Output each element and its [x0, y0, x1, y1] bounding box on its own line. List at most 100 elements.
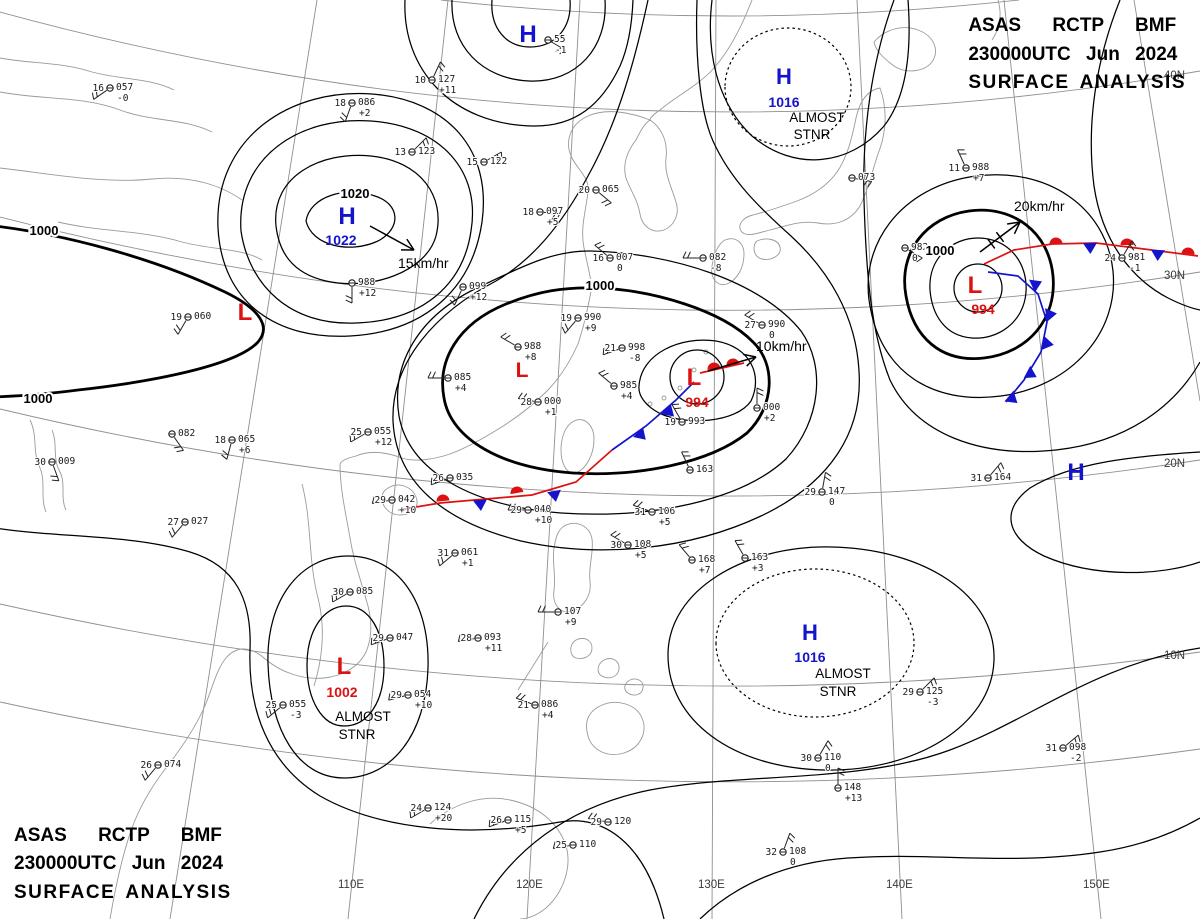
station-pressure: 035 — [456, 472, 473, 483]
station-tendency: +6 — [239, 445, 251, 456]
wind-barb-feather — [601, 372, 609, 377]
station-pressure: 074 — [164, 759, 181, 770]
arrow-tick — [995, 231, 1005, 243]
wind-barb — [371, 638, 387, 646]
isobar-1000-pacific-low — [903, 208, 1055, 361]
wind-barb-feather — [930, 680, 934, 688]
wind-barb-feather — [862, 180, 868, 187]
wind-barb-feather — [488, 819, 491, 827]
station-plot: 16 057-0 — [92, 81, 135, 105]
station-tendency: -8 — [629, 353, 641, 364]
movement-arrow-head — [1013, 221, 1021, 235]
coastline-taiwan — [560, 419, 595, 474]
station-tendency: +7 — [973, 173, 984, 184]
station-temperature: 27 — [745, 320, 756, 331]
station-temperature: 15 — [467, 157, 478, 168]
cold-front-symbol — [633, 427, 646, 440]
parallel-40n — [0, 11, 1200, 113]
wind-barb — [171, 524, 183, 538]
station-temperature: 29 — [805, 487, 817, 498]
chart-id: ASAS RCTP BMF — [14, 824, 222, 846]
wind-barb-feather — [434, 476, 437, 484]
wind-barb-feather — [376, 495, 380, 503]
coastline-sakhalin — [991, 0, 1001, 41]
wind-barb-feather — [1000, 462, 1005, 470]
wind-barb — [267, 707, 281, 719]
station-pressure: 000 — [763, 402, 780, 413]
wind-barb — [819, 740, 829, 755]
station-temperature: 13 — [395, 147, 406, 158]
isobar-1020 — [305, 191, 396, 248]
pressure-center-value: 994 — [685, 394, 709, 410]
wind-barb-feather — [176, 449, 184, 453]
isobar-1012-pacific — [1090, 0, 1200, 311]
wind-barb — [350, 433, 365, 443]
station-plot: 168+7 — [678, 542, 716, 577]
wind-barb-feather — [912, 255, 919, 261]
pressure-center-letter: H — [802, 620, 818, 645]
wind-barb-feather — [1129, 244, 1135, 251]
station-tendency: +11 — [485, 643, 502, 654]
station-pressure: 098 — [1069, 742, 1086, 753]
movement-arrow — [369, 225, 415, 251]
station-pressure: 106 — [658, 506, 675, 517]
wind-barb-feather — [602, 347, 605, 355]
station-plot: 21 086+4 — [515, 692, 559, 722]
isobar-1000-west-trough — [0, 225, 265, 399]
isobar-value-label: 1000 — [926, 243, 955, 258]
station-pressure: 990 — [768, 319, 785, 330]
station-plot: 000+2 — [753, 387, 781, 425]
station-pressure: 093 — [484, 632, 501, 643]
meridian-160e — [1133, 0, 1200, 402]
meridian-100e — [169, 0, 318, 919]
island-ryukyu-3 — [677, 385, 683, 391]
station-plot: 19 993 — [664, 403, 706, 429]
station-temperature: 25 — [266, 700, 277, 711]
station-plot: 163 — [681, 451, 714, 476]
station-plot: 25 110 — [552, 838, 597, 852]
station-pressure: 040 — [534, 504, 551, 515]
wind-barb-feather — [141, 773, 146, 781]
longitude-label: 140E — [886, 879, 913, 891]
station-plot: 13 123 — [394, 137, 436, 159]
station-temperature: 29 — [511, 505, 523, 516]
station-pressure: 148 — [844, 782, 861, 793]
coastline-visayas-1 — [570, 637, 593, 659]
movement-arrow-shaft — [369, 225, 415, 251]
isobar-1002-sw-low-inner — [306, 605, 385, 727]
wind-barb-feather — [559, 49, 566, 55]
wind-barb — [588, 818, 605, 822]
wind-barb-feather — [438, 65, 444, 72]
station-pressure: 122 — [490, 156, 507, 167]
chart-datetime: 230000UTC Jun 2024 — [968, 43, 1178, 65]
wind-barb-feather — [997, 465, 1002, 473]
station-plot: 988+8 — [500, 332, 542, 364]
river-1 — [0, 91, 213, 133]
station-tendency: +4 — [455, 383, 467, 394]
wind-barb-feather — [409, 810, 412, 819]
wind-barb-feather — [440, 556, 444, 564]
wind-barb-feather — [341, 112, 348, 118]
warm-front-symbol — [510, 486, 524, 495]
pressure-center-value: 1016 — [768, 94, 799, 110]
meiyu-cold-front — [611, 381, 695, 451]
wind-barb-feather — [1131, 240, 1137, 247]
station-temperature: 21 — [518, 700, 530, 711]
wind-barb-feather — [933, 677, 938, 685]
isobar-1016-high — [275, 154, 439, 285]
station-plot: 082-8 — [682, 251, 727, 275]
wind-barb — [610, 534, 625, 544]
station-temperature: 31 — [971, 473, 983, 484]
station-temperature: 18 — [215, 435, 227, 446]
station-temperature: 19 — [561, 313, 573, 324]
cold-front-symbol — [1023, 365, 1037, 379]
station-temperature: 18 — [523, 207, 535, 218]
station-tendency: +12 — [375, 437, 392, 448]
station-tendency: +20 — [435, 813, 452, 824]
station-plot: 31 061+1 — [437, 546, 480, 570]
station-tendency: -8 — [710, 263, 722, 274]
station-plot: 29 125-3 — [902, 677, 944, 709]
